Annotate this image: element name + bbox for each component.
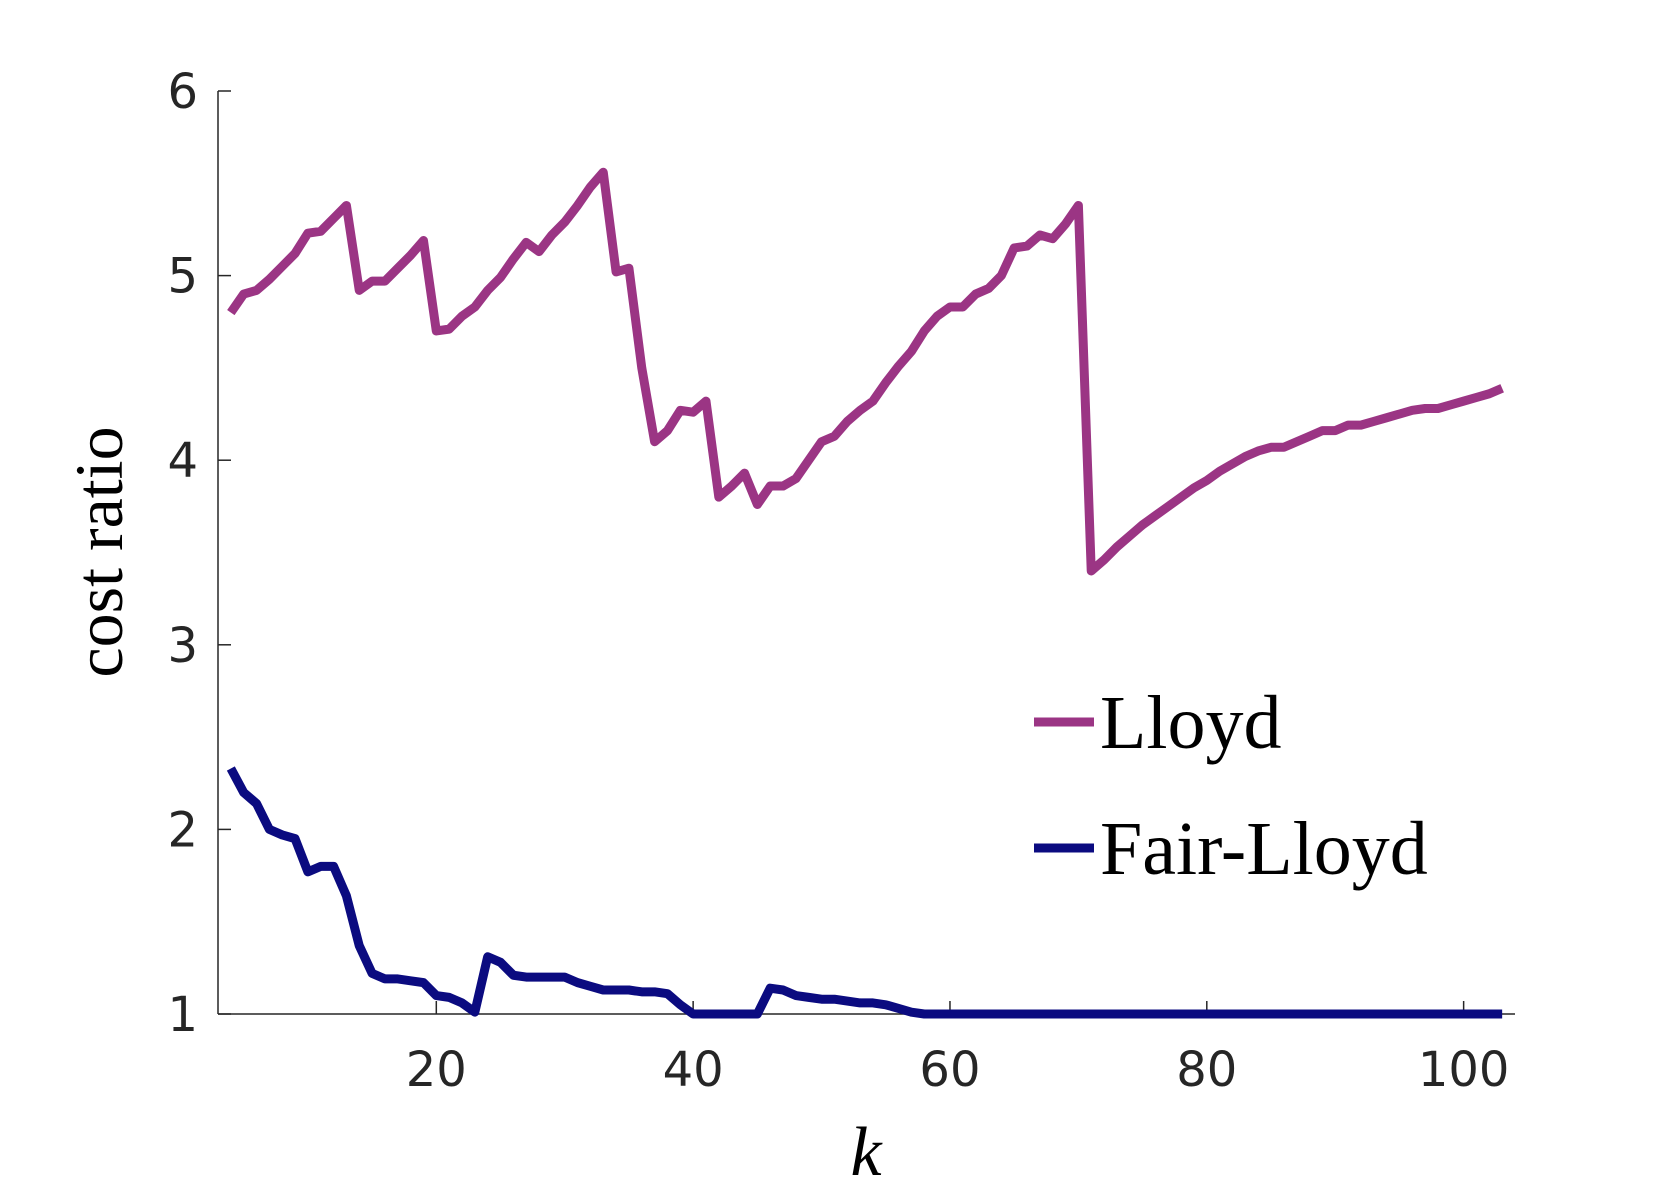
x-axis-label: k xyxy=(850,1114,883,1191)
x-tick-label: 80 xyxy=(1176,1042,1237,1098)
legend-label: Fair-Lloyd xyxy=(1100,807,1428,891)
legend-label: Lloyd xyxy=(1100,681,1282,765)
y-tick-label: 1 xyxy=(167,987,198,1043)
y-tick-label: 3 xyxy=(167,618,198,674)
y-tick-label: 4 xyxy=(167,433,198,489)
y-axis-label: cost ratio xyxy=(61,426,137,677)
x-tick-label: 40 xyxy=(663,1042,724,1098)
y-tick-label: 5 xyxy=(167,249,198,305)
data-line xyxy=(226,766,1503,1019)
data-line xyxy=(227,167,1504,576)
x-tick-label: 60 xyxy=(919,1042,980,1098)
x-tick-label: 100 xyxy=(1418,1042,1510,1098)
x-tick-label: 20 xyxy=(406,1042,467,1098)
y-tick-label: 2 xyxy=(167,802,198,858)
y-tick-label: 6 xyxy=(167,64,198,120)
